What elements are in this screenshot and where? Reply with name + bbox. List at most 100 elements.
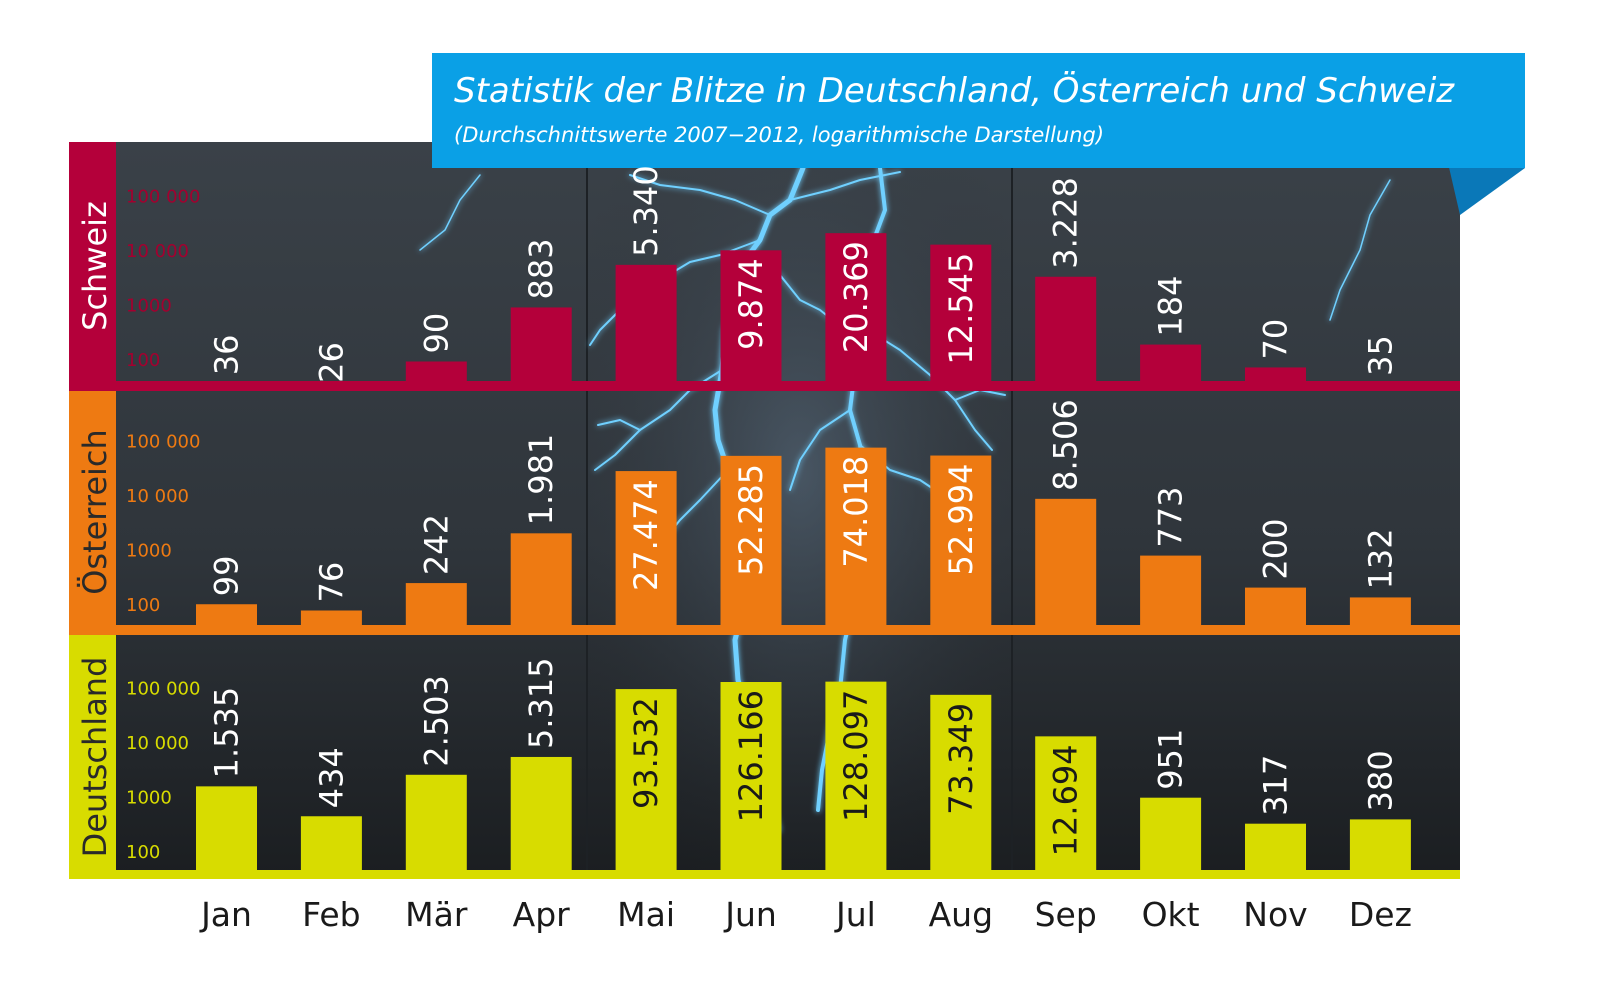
- value-label-deutschland-7: 73.349: [942, 703, 980, 815]
- series-label-schweiz: Schweiz: [76, 201, 114, 331]
- bar-deutschland-2: [405, 774, 467, 870]
- bar-schweiz-3: [510, 307, 572, 381]
- value-label-schweiz-3: 883: [522, 238, 560, 299]
- value-label-deutschland-8: 12.694: [1047, 744, 1085, 856]
- value-label-deutschland-3: 5.315: [522, 657, 560, 749]
- value-label-schweiz-5: 9.874: [732, 258, 770, 350]
- x-tick-label-0: Jan: [199, 895, 252, 934]
- y-tick-label-deutschland-2: 10 000: [126, 733, 189, 754]
- y-tick-label-schweiz-0: 100: [126, 350, 160, 371]
- value-label-oesterreich-8: 8.506: [1047, 399, 1085, 491]
- x-tick-label-6: Jul: [834, 895, 876, 934]
- value-label-schweiz-6: 20.369: [837, 241, 875, 353]
- value-label-schweiz-2: 90: [417, 313, 455, 354]
- chart-subtitle: (Durchschnittswerte 2007−2012, logarithm…: [454, 123, 1104, 147]
- value-labels-layer: 36 26 90 883 5.340 9.874 20.369 12.545 3.228 184 7…: [208, 165, 1400, 856]
- bar-oesterreich-0: [196, 604, 257, 625]
- bar-schweiz-10: [1245, 367, 1306, 381]
- value-label-schweiz-7: 12.545: [942, 253, 980, 365]
- y-tick-label-deutschland-0: 100: [126, 842, 160, 863]
- value-label-schweiz-8: 3.228: [1047, 177, 1085, 269]
- value-label-oesterreich-3: 1.981: [522, 434, 560, 526]
- bar-deutschland-8: [1035, 736, 1097, 870]
- x-tick-label-4: Mai: [617, 895, 675, 934]
- y-tick-label-oesterreich-3: 100 000: [126, 432, 200, 453]
- bar-deutschland-9: [1140, 797, 1202, 870]
- value-label-deutschland-0: 1.535: [208, 687, 246, 779]
- value-label-oesterreich-2: 242: [417, 514, 455, 575]
- title-box: [432, 53, 1525, 168]
- panel-label-bar-schweiz: [69, 142, 116, 391]
- value-label-deutschland-6: 128.097: [837, 690, 875, 822]
- y-tick-label-deutschland-1: 1000: [126, 788, 172, 809]
- value-label-deutschland-9: 951: [1152, 729, 1190, 790]
- bar-oesterreich-6: [825, 447, 887, 625]
- series-label-deutschland: Deutschland: [76, 657, 114, 858]
- value-label-oesterreich-6: 74.018: [837, 456, 875, 568]
- value-label-oesterreich-10: 200: [1257, 519, 1295, 580]
- y-tick-label-oesterreich-2: 10 000: [126, 486, 189, 507]
- bar-schweiz-4: [615, 264, 677, 381]
- value-label-schweiz-10: 70: [1257, 319, 1295, 360]
- value-label-oesterreich-5: 52.285: [732, 464, 770, 576]
- bar-deutschland-0: [196, 786, 257, 870]
- y-tick-label-oesterreich-0: 100: [126, 595, 160, 616]
- bar-deutschland-7: [930, 694, 992, 870]
- value-label-oesterreich-4: 27.474: [627, 479, 665, 591]
- y-tick-label-schweiz-2: 10 000: [126, 241, 189, 262]
- value-label-deutschland-4: 93.532: [627, 697, 665, 809]
- value-label-deutschland-1: 434: [312, 747, 350, 808]
- value-label-oesterreich-7: 52.994: [942, 464, 980, 576]
- x-tick-label-10: Nov: [1243, 895, 1307, 934]
- bar-deutschland-10: [1245, 823, 1306, 870]
- bar-deutschland-11: [1349, 819, 1411, 870]
- bar-schweiz-7: [930, 244, 992, 381]
- bar-oesterreich-4: [615, 471, 677, 625]
- panel-label-bar-oesterreich: [69, 391, 116, 635]
- bar-schweiz-2: [405, 361, 467, 381]
- bars-layer: [196, 233, 1411, 870]
- value-label-deutschland-2: 2.503: [417, 675, 455, 767]
- x-tick-label-1: Feb: [302, 895, 360, 934]
- bar-deutschland-6: [825, 681, 887, 870]
- value-label-deutschland-10: 317: [1257, 755, 1295, 816]
- x-tick-label-3: Apr: [513, 895, 571, 934]
- bar-schweiz-9: [1140, 344, 1202, 381]
- x-tick-label-9: Okt: [1142, 895, 1200, 934]
- ticks-layer: 100 1000 10 000 100 000 100 1000 10 000 100 000…: [126, 187, 200, 864]
- panel-label-bar-deutschland: [69, 635, 116, 879]
- bar-schweiz-8: [1035, 276, 1097, 381]
- value-label-deutschland-11: 380: [1361, 750, 1399, 811]
- panel-baseline-deutschland: [69, 870, 1460, 879]
- bar-oesterreich-9: [1140, 555, 1202, 625]
- bar-deutschland-1: [300, 816, 362, 870]
- x-tick-label-11: Dez: [1349, 895, 1412, 934]
- bar-oesterreich-2: [405, 583, 467, 625]
- value-label-oesterreich-0: 99: [208, 556, 246, 597]
- value-label-schweiz-11: 35: [1361, 335, 1399, 376]
- bar-oesterreich-11: [1349, 597, 1411, 625]
- series-label-oesterreich: Österreich: [76, 429, 114, 595]
- bar-deutschland-4: [615, 689, 677, 870]
- month-axis: Jan Feb Mär Apr Mai Jun Jul Aug Sep Okt Nov Dez: [199, 895, 1412, 934]
- bar-schweiz-5: [720, 250, 782, 381]
- bar-oesterreich-10: [1245, 587, 1306, 625]
- bar-oesterreich-1: [300, 610, 362, 625]
- value-label-schweiz-1: 26: [312, 342, 350, 383]
- bar-oesterreich-3: [510, 533, 572, 625]
- bar-oesterreich-5: [720, 455, 782, 625]
- bar-oesterreich-8: [1035, 498, 1097, 625]
- chart-title: Statistik der Blitze in Deutschland, Öst…: [454, 70, 1455, 111]
- value-label-oesterreich-1: 76: [312, 562, 350, 603]
- bar-oesterreich-7: [930, 455, 992, 625]
- value-label-schweiz-4: 5.340: [627, 165, 665, 257]
- bar-deutschland-5: [720, 681, 782, 870]
- panel-baseline-schweiz: [69, 381, 1460, 391]
- y-tick-label-schweiz-3: 100 000: [126, 187, 200, 208]
- bar-schweiz-6: [825, 233, 887, 381]
- x-tick-label-5: Jun: [723, 895, 777, 934]
- value-label-schweiz-9: 184: [1152, 275, 1190, 336]
- value-label-deutschland-5: 126.166: [732, 690, 770, 822]
- x-tick-label-8: Sep: [1035, 895, 1097, 934]
